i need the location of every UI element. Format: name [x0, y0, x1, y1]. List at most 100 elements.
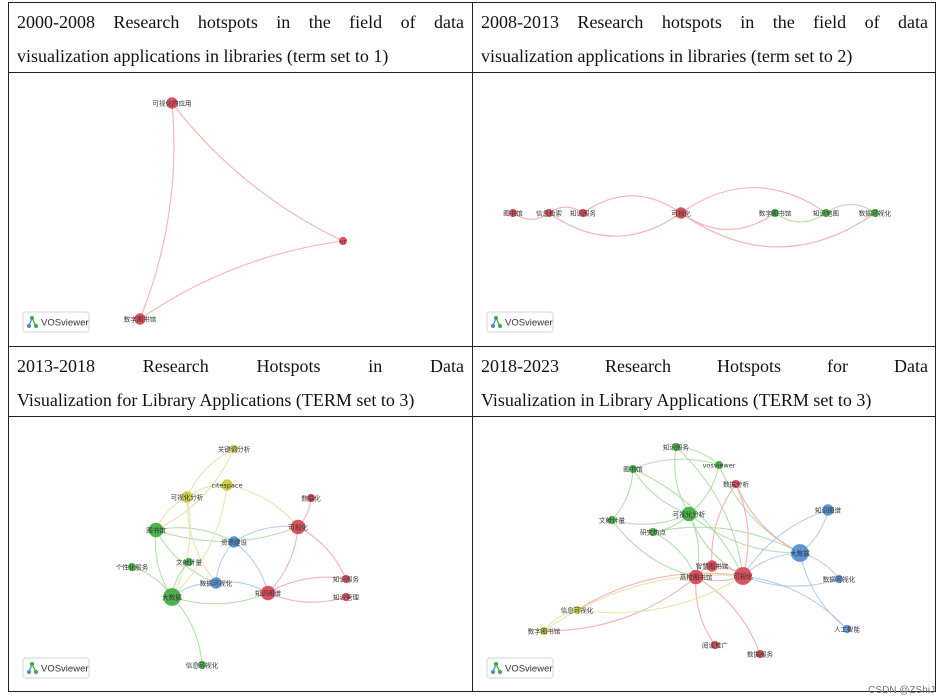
node-label: 智慧图书馆	[696, 561, 729, 570]
network-link	[155, 526, 299, 542]
caption-line: Visualization in Library Applications (T…	[481, 390, 872, 410]
caption-line: 2013-2018 Research Hotspots in Data	[17, 356, 464, 376]
node-label: 图书馆	[503, 208, 523, 217]
network-link	[139, 240, 344, 320]
network-node	[572, 605, 582, 615]
network-link	[267, 526, 299, 594]
vosviewer-icon	[27, 662, 38, 674]
network-node	[714, 460, 724, 470]
network-node	[607, 515, 617, 525]
node-label: 知识图谱	[255, 588, 282, 597]
node-label: 个性化服务	[116, 562, 149, 571]
network-node	[260, 585, 276, 601]
network-node	[578, 208, 588, 218]
network-node	[210, 577, 222, 589]
node-label: 资源建设	[221, 537, 248, 546]
network-node	[755, 649, 765, 659]
caption-line: 2000-2008 Research hotspots in the field…	[17, 12, 464, 32]
vosviewer-icon	[27, 316, 38, 328]
network-node	[229, 444, 239, 454]
network-node	[306, 493, 316, 503]
network-link	[611, 513, 690, 525]
node-label: 知识服务	[570, 208, 597, 217]
node-label: 可视化	[671, 208, 691, 217]
network-node	[770, 208, 780, 218]
node-label: 数据可视化	[859, 208, 892, 217]
network-node	[341, 574, 351, 584]
network-node	[706, 560, 718, 572]
node-label: 数字图书馆	[124, 314, 157, 323]
network-link	[155, 529, 217, 584]
node-label: 研究热点	[640, 527, 667, 536]
network-link	[742, 509, 829, 577]
network-link	[680, 212, 876, 248]
network-link	[632, 458, 720, 470]
network-link	[576, 575, 744, 614]
network-node	[163, 588, 181, 606]
network-link	[171, 592, 269, 605]
network-link	[297, 526, 347, 580]
network-node	[671, 442, 681, 452]
network-link	[735, 483, 749, 577]
network-graph: 可视化的应用 vr 数字图书馆 VOSviewer	[22, 97, 348, 333]
node-label: 知识服务	[663, 442, 690, 451]
network-link	[711, 483, 737, 567]
network-link	[171, 102, 344, 242]
vosviewer-label: VOSviewer	[41, 664, 89, 675]
vosviewer-logo: VOSviewer	[22, 311, 90, 333]
vosviewer-label: VOSviewer	[505, 664, 553, 675]
node-label: 信息可视化	[186, 660, 219, 669]
network-link	[267, 576, 347, 594]
panel-2-caption: 2008-2013 Research hotspots in the field…	[473, 5, 936, 73]
network-link	[548, 212, 682, 237]
node-label: 关键词分析	[218, 444, 251, 453]
network-node	[127, 562, 137, 572]
network-link	[155, 448, 235, 531]
network-node	[290, 519, 306, 535]
node-label: 数据服务	[747, 649, 774, 658]
panel-4-caption: 2018-2023 Research Hotspots for Data Vis…	[473, 349, 936, 417]
network-link	[171, 596, 203, 666]
vosviewer-logo: VOSviewer	[486, 311, 554, 333]
network-link	[695, 576, 761, 655]
network-link	[611, 468, 634, 521]
node-label: 数据可视化	[823, 574, 856, 583]
row-divider	[9, 416, 935, 417]
network-link	[226, 484, 299, 528]
network-node	[688, 569, 704, 585]
node-label: vr	[340, 237, 347, 245]
network-link	[742, 575, 840, 587]
network-link	[632, 468, 744, 577]
node-label: 知识服务	[333, 574, 360, 583]
network-node	[221, 479, 233, 491]
node-label: 图书馆	[146, 525, 166, 534]
node-label: 大数据	[162, 592, 182, 601]
network-node	[338, 236, 348, 246]
network-link	[799, 552, 848, 630]
node-label: 图书馆	[623, 464, 643, 473]
network-node	[228, 536, 240, 548]
network-node	[734, 567, 752, 585]
network-node	[148, 522, 164, 538]
network-link	[675, 446, 744, 577]
panel-4-network: 知识服务 vosviewer 图书馆 数据分析 知识图谱 可视化分析 文献计量 研究热点 大数据…	[473, 417, 936, 692]
network-link	[652, 526, 801, 554]
node-label: 知识管理	[333, 592, 360, 601]
caption-line: 2008-2013 Research hotspots in the field…	[481, 12, 928, 32]
caption-line: 2018-2023 Research Hotspots for Data	[481, 356, 928, 376]
network-link	[267, 592, 347, 603]
network-node	[544, 208, 554, 218]
vosviewer-logo: VOSviewer	[486, 657, 554, 679]
caption-line: Visualization for Library Applications (…	[17, 390, 415, 410]
network-link	[774, 212, 827, 223]
network-link	[171, 484, 228, 598]
vosviewer-label: VOSviewer	[41, 318, 89, 329]
node-label: vosviewer	[703, 461, 736, 469]
network-node	[821, 208, 831, 218]
network-link	[582, 195, 682, 214]
network-link	[215, 541, 235, 584]
row-divider	[9, 346, 935, 347]
network-link	[543, 576, 697, 632]
